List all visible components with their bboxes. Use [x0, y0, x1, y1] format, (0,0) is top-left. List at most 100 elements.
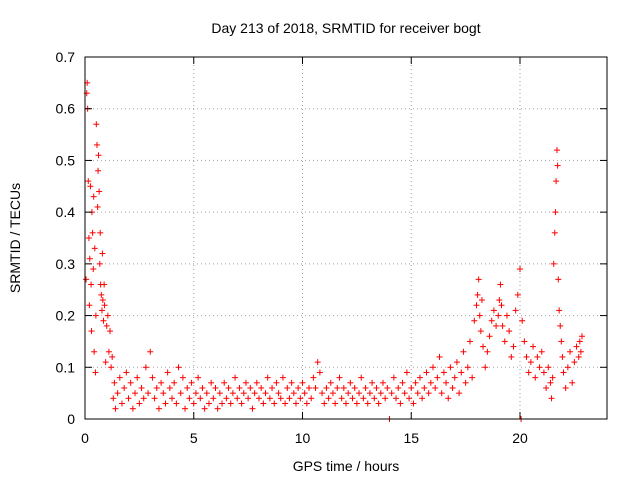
- tick-layer: 0 0.1 0.2 0.3 0.4 0.5 0.6 0.7 0 5 10 15 20: [56, 49, 607, 446]
- data-point: [397, 400, 404, 407]
- data-point: [288, 379, 295, 386]
- data-point: [96, 260, 103, 267]
- data-point: [214, 405, 221, 412]
- data-point: [480, 343, 487, 350]
- data-point: [575, 353, 582, 360]
- data-point: [495, 312, 502, 319]
- data-point: [88, 281, 95, 288]
- data-point: [253, 379, 260, 386]
- data-point: [229, 390, 236, 397]
- data-point: [108, 364, 115, 371]
- data-point: [114, 390, 121, 397]
- data-point: [427, 379, 434, 386]
- data-point: [334, 384, 341, 391]
- data-point: [336, 374, 343, 381]
- data-point: [107, 328, 114, 335]
- data-point: [559, 353, 566, 360]
- data-point: [556, 307, 563, 314]
- data-point: [286, 395, 293, 402]
- data-point: [493, 322, 500, 329]
- data-point: [527, 359, 534, 366]
- data-point: [449, 384, 456, 391]
- data-point: [99, 297, 106, 304]
- data-point: [319, 390, 326, 397]
- data-point: [110, 395, 117, 402]
- data-point: [543, 384, 550, 391]
- data-point: [210, 395, 217, 402]
- data-point: [401, 390, 408, 397]
- data-point: [403, 369, 410, 376]
- data-point: [530, 343, 537, 350]
- data-point: [96, 188, 103, 195]
- data-point: [577, 348, 584, 355]
- data-point: [85, 178, 92, 185]
- data-point: [451, 374, 458, 381]
- data-point: [140, 395, 147, 402]
- data-point: [436, 353, 443, 360]
- data-point: [503, 312, 510, 319]
- data-point: [496, 297, 503, 304]
- data-point: [138, 384, 145, 391]
- data-point: [93, 121, 100, 128]
- data-point: [445, 395, 452, 402]
- data-point: [395, 384, 402, 391]
- data-point: [98, 307, 105, 314]
- data-point: [443, 379, 450, 386]
- data-point: [277, 395, 284, 402]
- data-point: [201, 405, 208, 412]
- data-point: [306, 384, 313, 391]
- data-point: [364, 400, 371, 407]
- data-point: [177, 390, 184, 397]
- data-point: [377, 390, 384, 397]
- data-point: [197, 395, 204, 402]
- data-point: [116, 374, 123, 381]
- data-point: [164, 369, 171, 376]
- data-point: [87, 183, 94, 190]
- plot-frame: [84, 56, 608, 420]
- y-tick-label: 0.5: [56, 152, 76, 168]
- data-point: [127, 379, 134, 386]
- data-point: [118, 400, 125, 407]
- data-point: [393, 395, 400, 402]
- data-point: [362, 384, 369, 391]
- data-point: [549, 374, 556, 381]
- data-point: [432, 384, 439, 391]
- data-point: [121, 384, 128, 391]
- data-point: [182, 405, 189, 412]
- data-point: [99, 250, 106, 257]
- data-point: [199, 384, 206, 391]
- data-point: [95, 152, 102, 159]
- data-point: [123, 369, 130, 376]
- data-point: [569, 379, 576, 386]
- data-point: [260, 400, 267, 407]
- y-tick-label: 0.6: [56, 101, 76, 117]
- data-point: [486, 333, 493, 340]
- data-point: [86, 255, 93, 262]
- data-points: [83, 79, 585, 422]
- y-tick-label: 0.4: [56, 204, 76, 220]
- data-point: [91, 245, 98, 252]
- data-point: [499, 322, 506, 329]
- data-point: [517, 266, 523, 273]
- data-point: [129, 405, 136, 412]
- data-point: [290, 390, 297, 397]
- data-point: [160, 390, 167, 397]
- data-point: [273, 379, 280, 386]
- data-point: [245, 395, 252, 402]
- data-point: [264, 374, 271, 381]
- data-point: [506, 328, 513, 335]
- data-point: [171, 379, 178, 386]
- data-point: [478, 297, 485, 304]
- data-point: [179, 374, 186, 381]
- data-point: [301, 390, 308, 397]
- data-point: [532, 374, 539, 381]
- data-point: [256, 395, 262, 402]
- data-point: [536, 364, 543, 371]
- data-point: [464, 364, 471, 371]
- data-point: [203, 390, 210, 397]
- data-point: [560, 369, 567, 376]
- y-axis-label: SRMTID / TECUs: [7, 183, 23, 293]
- data-point: [208, 379, 215, 386]
- data-point: [408, 384, 415, 391]
